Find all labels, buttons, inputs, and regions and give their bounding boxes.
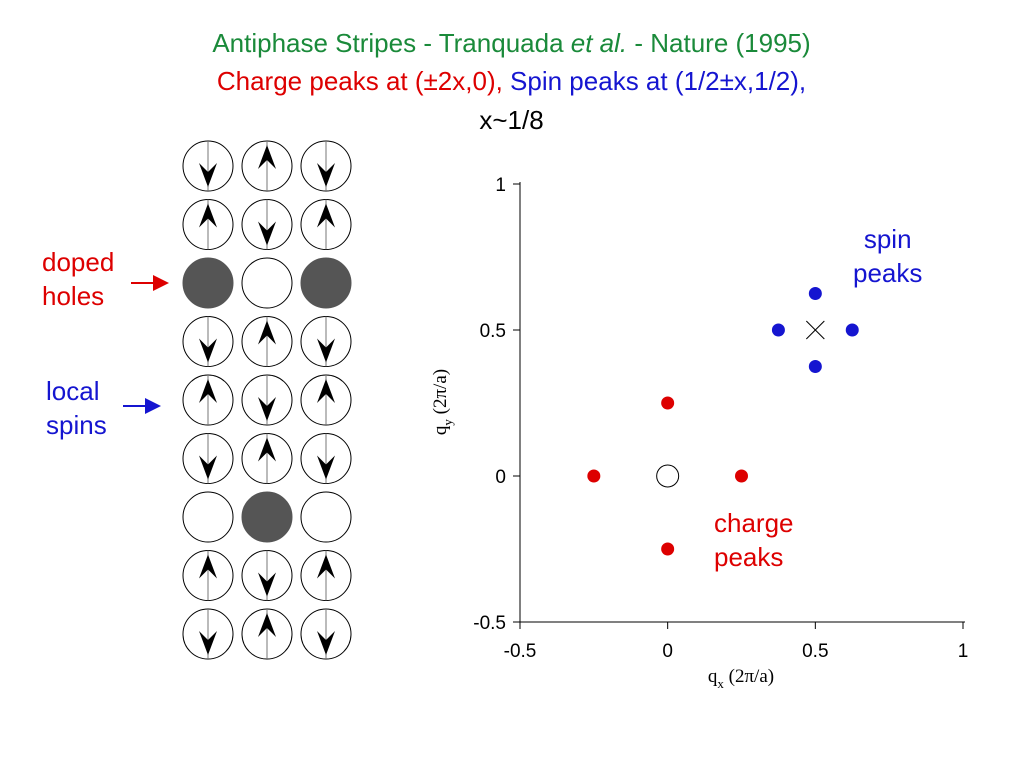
lattice-site-hole: [241, 491, 293, 543]
charge-peaks-point: [587, 469, 601, 483]
charge-peaks-label: charge peaks: [714, 506, 794, 574]
spin-peaks-point: [808, 287, 822, 300]
spin-up-arrow-icon: [317, 375, 335, 425]
spin-label-line-1: spin: [863, 224, 912, 254]
spin-down-arrow-icon: [317, 141, 335, 191]
lattice-site-up: [300, 374, 352, 426]
lattice-site-up: [182, 550, 234, 601]
lattice-site-up: [182, 199, 234, 250]
local-spins-label: local spins: [46, 374, 107, 442]
lattice-site-up: [241, 608, 293, 660]
lattice-site-hole: [182, 257, 234, 309]
charge-peaks-point: [735, 469, 748, 483]
charge-label-line-1: charge: [714, 508, 794, 538]
lattice-site-empty: [300, 491, 352, 543]
lattice-site-down: [241, 550, 293, 601]
spin-down-arrow-icon: [258, 375, 276, 425]
lattice-site-down: [241, 199, 293, 250]
doped-label-line-1: doped: [42, 247, 115, 277]
y-tick-label: 0.5: [480, 321, 506, 342]
lattice-site-up: [182, 374, 234, 426]
lattice-site-empty: [241, 257, 293, 309]
lattice-site-down: [182, 140, 234, 192]
lattice-site-hole: [300, 257, 352, 309]
lattice-site-down: [182, 608, 234, 660]
origin-open-circle: [656, 464, 680, 488]
spin-up-arrow-icon: [199, 199, 217, 250]
title-tail: - Nature (1995): [627, 28, 811, 58]
title-line-1: Antiphase Stripes - Tranquada et al. - N…: [0, 27, 1023, 59]
spin-label-line-2: peaks: [853, 258, 923, 288]
y-tick-label: 1: [495, 175, 506, 196]
title-spin-peaks: Spin peaks at (1/2±x,1/2),: [510, 66, 807, 96]
x-tick-label: 0.5: [802, 641, 828, 662]
title-charge-peaks: Charge peaks at (±2x,0),: [216, 66, 511, 96]
lattice-site-up: [300, 550, 352, 601]
spin-center-cross: [805, 320, 825, 340]
spin-down-arrow-icon: [199, 433, 217, 484]
spin-up-arrow-icon: [199, 375, 217, 425]
spin-up-arrow-icon: [258, 433, 276, 484]
lattice-site-up: [300, 199, 352, 250]
x-tick-label: 1: [958, 641, 969, 662]
spin-down-arrow-icon: [317, 609, 335, 659]
charge-peaks-point: [661, 542, 675, 556]
spin-up-arrow-icon: [258, 141, 276, 191]
spin-peaks-point: [845, 323, 859, 337]
y-tick-label: 0: [495, 467, 506, 488]
spin-down-arrow-icon: [317, 433, 335, 484]
spin-down-arrow-icon: [199, 316, 217, 367]
y-tick-label: -0.5: [473, 613, 506, 634]
x-axis-label: qx (2π/a): [708, 666, 774, 691]
y-axis-label: qy (2π/a): [430, 369, 455, 435]
lattice-site-up: [241, 140, 293, 192]
spin-peaks-label: spin peaks: [853, 222, 922, 290]
spin-down-arrow-icon: [199, 141, 217, 191]
title-line-2: Charge peaks at (±2x,0), Spin peaks at (…: [0, 65, 1023, 97]
title-italic: et al.: [570, 28, 628, 58]
local-label-line-1: local: [46, 376, 100, 406]
spin-up-arrow-icon: [317, 199, 335, 250]
title-text: Antiphase Stripes - Tranquada: [212, 28, 571, 58]
spin-lattice: [182, 140, 352, 660]
charge-label-line-2: peaks: [714, 542, 784, 572]
x-tick-label: -0.5: [504, 641, 537, 662]
spin-up-arrow-icon: [199, 550, 217, 601]
spin-down-arrow-icon: [258, 199, 276, 250]
lattice-site-up: [241, 316, 293, 367]
lattice-site-down: [300, 608, 352, 660]
charge-peaks-point: [661, 396, 675, 410]
lattice-site-up: [241, 433, 293, 484]
spin-up-arrow-icon: [258, 316, 276, 367]
lattice-site-down: [300, 316, 352, 367]
lattice-site-down: [182, 316, 234, 367]
spin-down-arrow-icon: [199, 609, 217, 659]
lattice-site-down: [241, 374, 293, 426]
lattice-site-empty: [182, 491, 234, 543]
spin-peaks-point: [808, 360, 822, 373]
x-tick-label: 0: [662, 641, 673, 662]
spin-down-arrow-icon: [258, 550, 276, 601]
spin-up-arrow-icon: [258, 609, 276, 659]
lattice-site-down: [300, 140, 352, 192]
lattice-site-down: [182, 433, 234, 484]
lattice-site-down: [300, 433, 352, 484]
title-line-3: x~1/8: [479, 105, 544, 135]
spin-down-arrow-icon: [317, 316, 335, 367]
spin-up-arrow-icon: [317, 550, 335, 601]
local-label-line-2: spins: [46, 410, 107, 440]
spin-peaks-point: [771, 323, 785, 337]
doped-label-line-2: holes: [42, 281, 105, 311]
doped-holes-label: doped holes: [42, 245, 114, 313]
